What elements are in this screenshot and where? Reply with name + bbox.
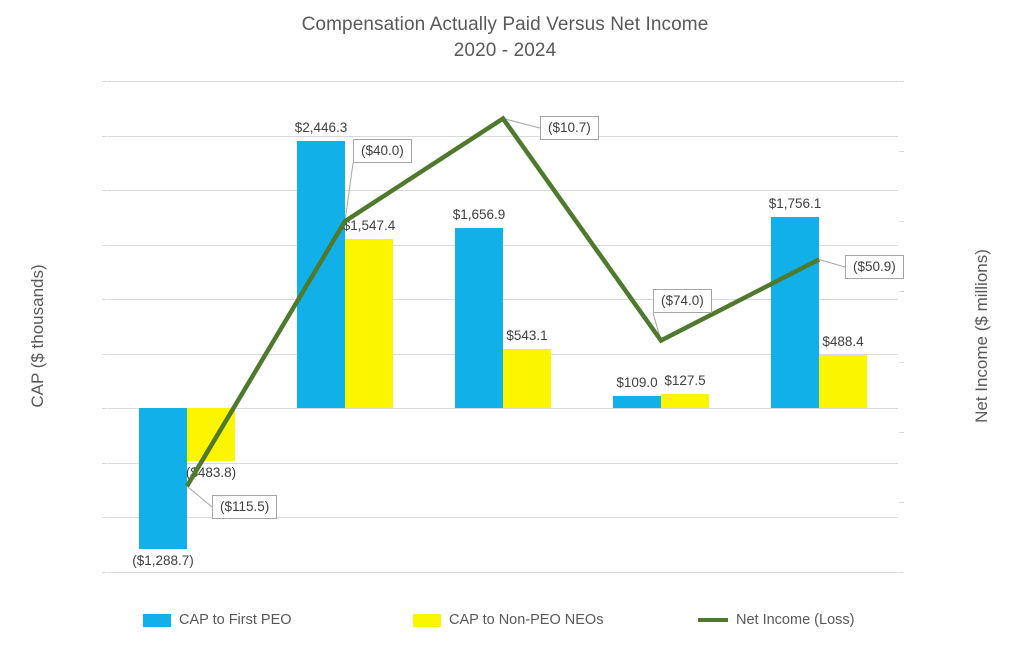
- bar-cap-non-peo-neos-value-label: $488.4: [822, 334, 864, 350]
- legend-item-label: CAP to Non-PEO NEOs: [449, 612, 604, 628]
- gridline: [108, 462, 898, 464]
- left-tick-mark: [102, 190, 107, 192]
- bar-cap-non-peo-neos[interactable]: [503, 349, 551, 409]
- left-tick-mark: [102, 244, 107, 246]
- legend-item-label: Net Income (Loss): [736, 612, 855, 628]
- left-tick-mark: [102, 81, 107, 82]
- bar-cap-first-peo-value-label: $1,656.9: [452, 206, 506, 222]
- right-tick-mark: [899, 81, 904, 82]
- bar-cap-non-peo-neos[interactable]: [819, 355, 867, 409]
- bar-cap-first-peo[interactable]: [297, 141, 345, 409]
- net-income-callout[interactable]: ($40.0): [353, 139, 412, 163]
- bar-cap-non-peo-neos-value-label: $543.1: [506, 328, 548, 344]
- net-income-callout[interactable]: ($50.9): [845, 255, 904, 279]
- gridline: [108, 572, 898, 573]
- left-axis-title: CAP ($ thousands): [28, 264, 47, 408]
- left-tick-mark: [102, 462, 107, 464]
- left-tick-mark: [102, 299, 107, 301]
- bar-cap-first-peo[interactable]: [455, 227, 503, 409]
- legend-item[interactable]: CAP to First PEO: [143, 612, 292, 628]
- legend-item[interactable]: CAP to Non-PEO NEOs: [413, 612, 603, 628]
- bar-cap-first-peo-value-label: $1,756.1: [768, 195, 822, 211]
- gridline: [108, 135, 898, 137]
- net-income-callout[interactable]: ($115.5): [212, 495, 278, 519]
- right-tick-mark: [899, 221, 904, 223]
- line-green-swatch-icon: [698, 618, 728, 622]
- chart-legend: CAP to First PEO CAP to Non-PEO NEOs Net I…: [0, 612, 1010, 642]
- bar-cap-first-peo-value-label: $2,446.3: [294, 120, 348, 136]
- bar-cap-first-peo[interactable]: [771, 216, 819, 409]
- left-tick-mark: [102, 135, 107, 137]
- legend-item[interactable]: Net Income (Loss): [698, 612, 854, 628]
- chart-title: Compensation Actually Paid Versus Net In…: [0, 12, 1010, 64]
- bar-cap-non-peo-neos-value-label: ($483.8): [185, 465, 237, 481]
- gridline: [108, 190, 898, 192]
- right-tick-mark: [899, 572, 904, 573]
- bar-cap-first-peo[interactable]: [139, 408, 187, 549]
- chart-title-line1: Compensation Actually Paid Versus Net In…: [301, 14, 709, 35]
- legend-item-label: CAP to First PEO: [179, 612, 292, 628]
- right-tick-mark: [899, 151, 904, 153]
- bar-cap-non-peo-neos[interactable]: [661, 394, 709, 409]
- bar-cap-non-peo-neos-value-label: $127.5: [664, 373, 706, 389]
- bar-yellow-swatch-icon: [413, 613, 441, 627]
- bar-cap-non-peo-neos-value-label: $1,547.4: [342, 218, 396, 234]
- net-income-callout[interactable]: ($10.7): [540, 116, 599, 140]
- left-tick-mark: [102, 408, 107, 410]
- bar-cap-non-peo-neos[interactable]: [345, 239, 393, 409]
- bar-cap-first-peo[interactable]: [613, 396, 661, 409]
- left-tick-mark: [102, 517, 107, 519]
- chart-title-line2: 2020 - 2024: [453, 40, 557, 61]
- bar-blue-swatch-icon: [143, 613, 171, 627]
- gridline: [108, 81, 898, 82]
- gridline: [108, 517, 898, 519]
- right-tick-mark: [899, 361, 904, 363]
- right-tick-mark: [899, 431, 904, 433]
- right-axis-title: Net Income ($ millions): [972, 249, 991, 423]
- left-tick-mark: [102, 572, 107, 573]
- bar-cap-first-peo-value-label: ($1,288.7): [132, 552, 194, 568]
- right-tick-mark: [899, 501, 904, 503]
- net-income-callout[interactable]: ($74.0): [653, 289, 712, 313]
- right-tick-mark: [899, 291, 904, 293]
- bar-cap-non-peo-neos[interactable]: [187, 408, 235, 462]
- left-tick-mark: [102, 353, 107, 355]
